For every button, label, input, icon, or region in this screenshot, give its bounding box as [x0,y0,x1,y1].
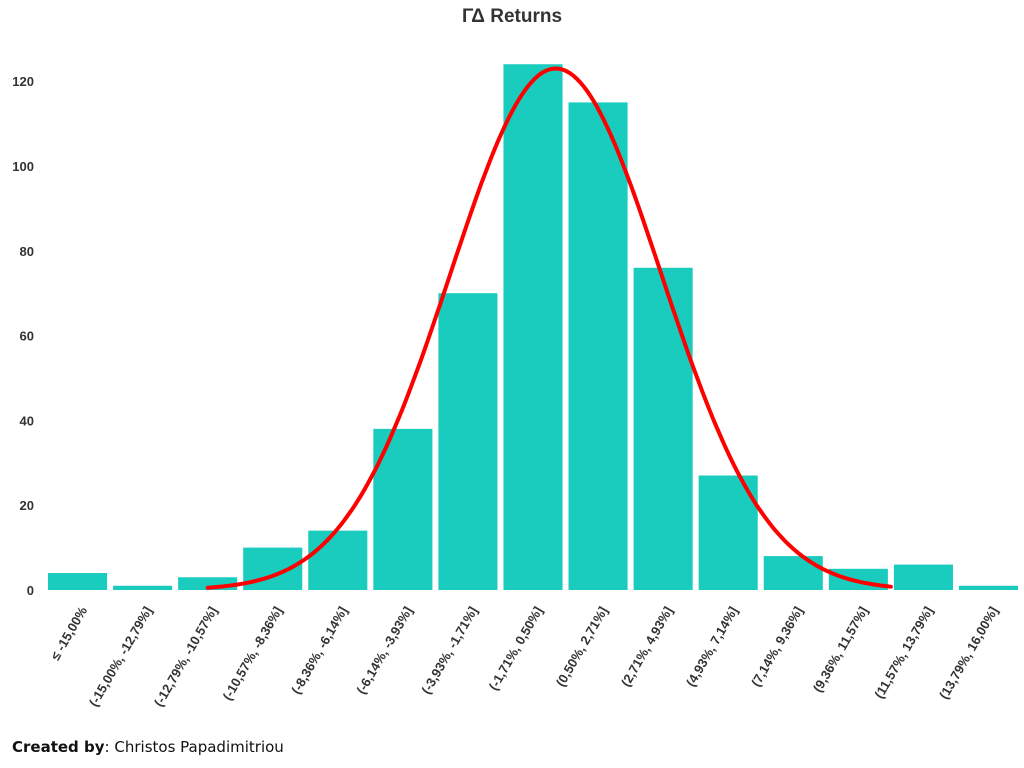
chart-title: ΓΔ Returns [462,6,562,27]
x-tick-label: (7,14%, 9,36%] [748,604,806,689]
x-tick-label: (-8,36%, -6,14%] [288,604,350,697]
credit-name: Christos Papadimitriou [114,738,284,756]
normal-curve-overlay [205,66,893,590]
y-tick-label: 40 [20,413,34,428]
bar [438,293,498,590]
bar [308,530,368,590]
x-tick-label: (-12,79%, -10,57%] [151,604,220,709]
bar [568,102,628,591]
x-tick-label: (0,50%, 2,71%] [553,604,611,689]
bar [503,64,563,591]
x-tick-label: (-1,71%, 0,50%] [486,604,546,693]
x-tick-label: (2,71%, 4,93%] [618,604,676,689]
x-tick-label: (-10,57%, -8,36%] [220,604,286,703]
y-tick-label: 80 [20,244,34,259]
y-tick-label: 100 [12,159,34,174]
normal-fit-curve [205,66,893,590]
x-tick-label: (-15,00%, -12,79%] [86,604,155,709]
x-tick-label: (11,57%, 13,79%] [871,604,936,701]
x-tick-label: (-6,14%, -3,93%] [353,604,415,697]
bar [893,564,953,590]
y-axis: 0 20 40 60 80 100 120 [12,74,34,598]
credit-line: Created by: Christos Papadimitriou [12,738,284,756]
credit-separator: : [104,738,110,756]
y-tick-label: 20 [20,498,34,513]
credit-label: Created by [12,738,105,756]
y-tick-label: 60 [20,329,34,344]
bar [763,556,823,590]
bar [633,267,693,590]
x-tick-label: ≤ -15,00% [48,604,91,663]
x-tick-label: (4,93%, 7,14%] [683,604,741,689]
bar [958,585,1018,590]
x-tick-label: (13,79%, 16,00%] [936,604,1001,702]
bar [48,573,108,590]
x-tick-label: (9,36%, 11,57%] [810,604,871,695]
bar [113,585,173,590]
y-tick-label: 120 [12,74,34,89]
x-axis: ≤ -15,00%(-15,00%, -12,79%](-12,79%, -10… [48,604,1002,710]
x-tick-label: (-3,93%, -1,71%] [418,604,480,697]
bars [48,64,1018,591]
y-tick-label: 0 [27,583,34,598]
